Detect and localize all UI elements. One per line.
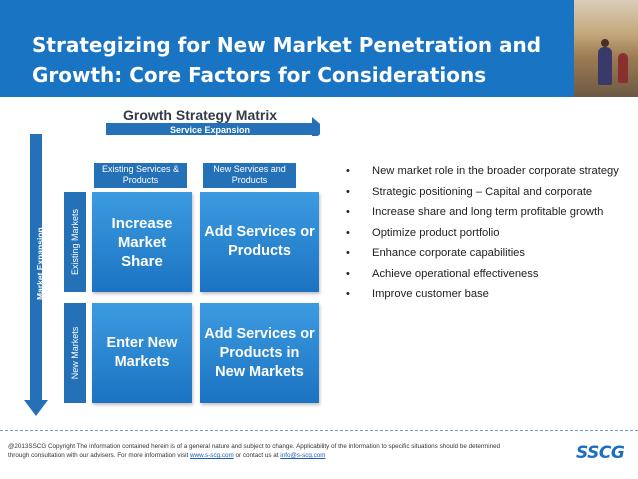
title-banner: Strategizing for New Market Penetration … [0,0,638,97]
slide-title: Strategizing for New Market Penetration … [32,33,542,87]
column-header-existing-services: Existing Services & Products [94,163,187,188]
cell-add-services-new-markets: Add Services or Products in New Markets [200,303,319,403]
copyright-text: @2013SSCG Copyright The information cont… [8,443,501,459]
website-link[interactable]: www.s-scg.com [190,452,234,459]
photo-person-head [601,39,609,47]
market-expansion-arrow [24,134,48,416]
street-photo [574,0,638,97]
cell-add-services: Add Services or Products [200,192,319,292]
list-item: Increase share and long term profitable … [340,205,626,221]
list-item: Strategic positioning – Capital and corp… [340,185,626,201]
column-header-new-services: New Services and Products [203,163,296,188]
cell-enter-new-markets-label: Enter New Markets [106,335,178,370]
photo-person-2 [618,53,628,83]
row-header-existing-markets: Existing Markets [64,192,86,292]
footer-divider [0,430,638,431]
list-item: Optimize product portfolio [340,226,626,242]
cell-add-services-label: Add Services or Products [204,224,315,259]
cell-enter-new-markets: Enter New Markets [92,303,192,403]
list-item: Achieve operational effectiveness [340,267,626,283]
row-header-new-markets: New Markets [64,303,86,403]
contact-text: or contact us at [233,452,281,459]
cell-increase-market-share: Increase Market Share [92,192,192,292]
row-header-existing-markets-label: Existing Markets [70,208,80,276]
list-item: Improve customer base [340,287,626,303]
cell-increase-market-share-label: Increase Market Share [111,214,173,270]
market-expansion-label: Market Expansion [35,227,45,300]
email-link[interactable]: info@s-scg.com [280,452,326,459]
sscg-logo: SSCG [576,443,625,463]
photo-person [598,47,612,85]
copyright-notice: @2013SSCG Copyright The information cont… [8,442,508,460]
service-expansion-arrow [106,106,320,136]
considerations-list: New market role in the broader corporate… [340,164,626,308]
list-item: Enhance corporate capabilities [340,246,626,262]
service-expansion-label: Service Expansion [169,125,251,135]
cell-add-services-new-markets-label: Add Services or Products in New Markets [204,325,315,380]
list-item: New market role in the broader corporate… [340,164,626,180]
matrix-title: Growth Strategy Matrix [122,107,278,123]
row-header-new-markets-label: New Markets [70,326,80,380]
